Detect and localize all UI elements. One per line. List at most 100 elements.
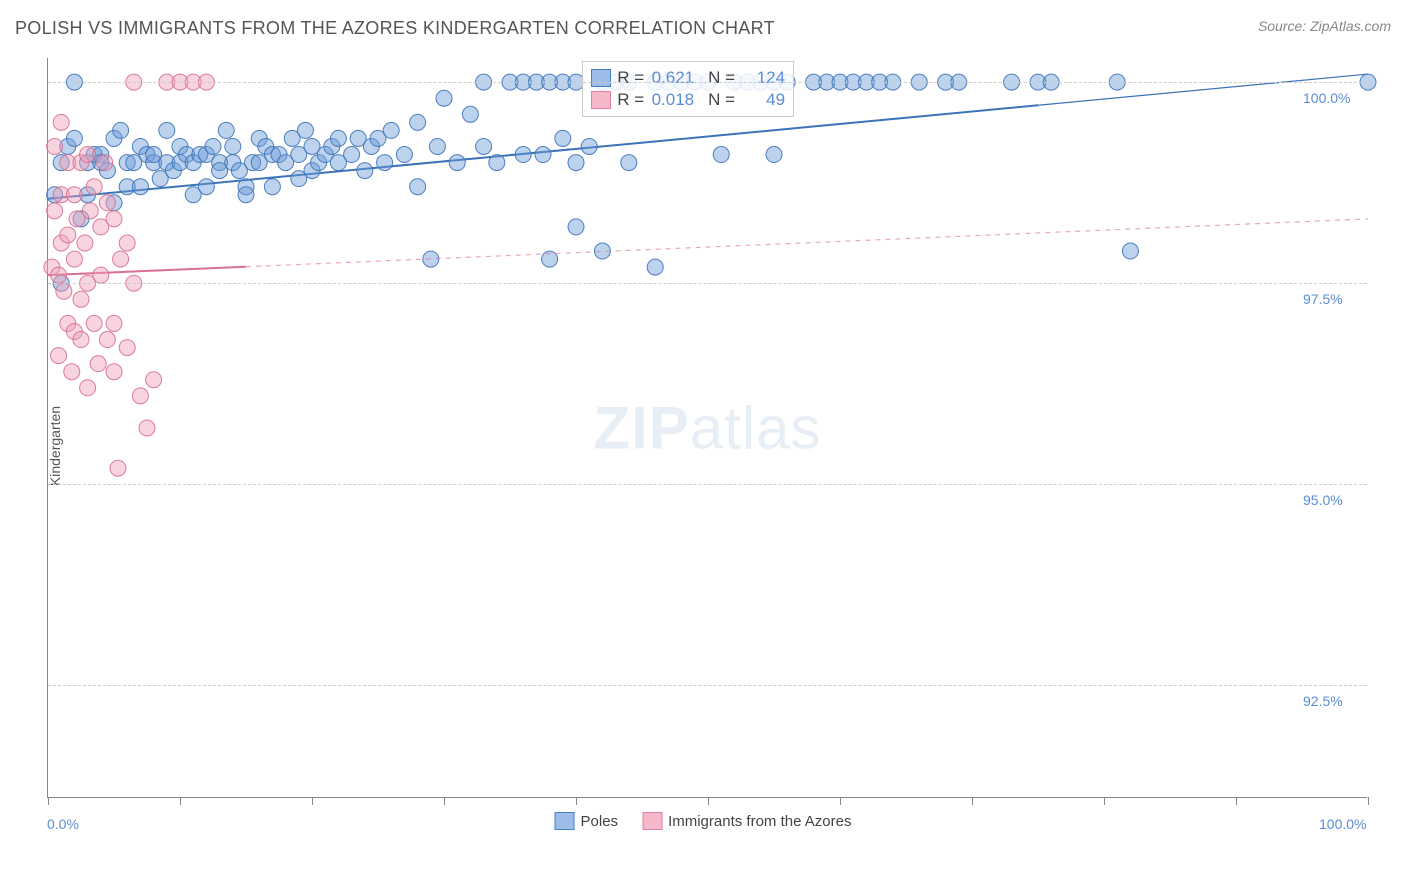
data-point [132,179,148,195]
ytick-label: 97.5% [1303,291,1373,307]
stat-r-value: 0.621 [650,68,694,88]
source-label: Source: ZipAtlas.com [1258,18,1391,34]
data-point [56,283,72,299]
xtick [708,797,709,805]
data-point [357,163,373,179]
stat-n-label: N = [708,90,735,110]
data-point [568,219,584,235]
data-point [515,147,531,163]
xtick [1236,797,1237,805]
data-point [53,114,69,130]
data-point [436,90,452,106]
data-point [198,179,214,195]
data-point [51,348,67,364]
data-point [132,388,148,404]
data-point [80,380,96,396]
data-point [51,267,67,283]
gridline-h [48,685,1367,686]
legend-swatch [591,69,611,87]
data-point [64,364,80,380]
data-point [77,235,93,251]
stats-legend: R =0.621N =124R =0.018N =49 [582,61,794,117]
data-point [97,155,113,171]
data-point [106,315,122,331]
xtick [444,797,445,805]
xtick-label: 100.0% [1319,816,1366,832]
data-point [297,122,313,138]
xtick [48,797,49,805]
data-point [1122,243,1138,259]
xtick [180,797,181,805]
data-point [119,235,135,251]
data-point [86,315,102,331]
legend-swatch [555,812,575,830]
stats-legend-row: R =0.018N =49 [591,90,785,110]
data-point [60,227,76,243]
stat-n-value: 49 [741,90,785,110]
data-point [93,267,109,283]
data-point [159,122,175,138]
data-point [647,259,663,275]
trend-line-solid [48,267,246,275]
data-point [410,114,426,130]
data-point [99,195,115,211]
data-point [476,138,492,154]
data-point [110,460,126,476]
data-point [119,340,135,356]
data-point [90,356,106,372]
data-point [396,147,412,163]
data-point [766,147,782,163]
data-point [264,179,280,195]
stats-legend-row: R =0.621N =124 [591,68,785,88]
xtick [1368,797,1369,805]
plot-area: ZIPatlas R =0.621N =124R =0.018N =49 92.… [47,58,1367,798]
gridline-h [48,82,1367,83]
data-point [330,130,346,146]
data-point [205,138,221,154]
data-point [47,138,63,154]
data-point [73,332,89,348]
ytick-label: 100.0% [1303,90,1373,106]
data-point [139,420,155,436]
data-point [73,291,89,307]
data-point [449,155,465,171]
trend-line-dashed [246,219,1368,267]
bottom-legend-item: Poles [555,812,619,830]
data-point [225,138,241,154]
bottom-legend: Poles Immigrants from the Azores [555,812,852,830]
data-point [82,203,98,219]
stat-r-label: R = [617,68,644,88]
data-point [218,122,234,138]
bottom-legend-item: Immigrants from the Azores [642,812,851,830]
data-point [66,251,82,267]
ytick-label: 92.5% [1303,693,1373,709]
data-point [106,364,122,380]
data-point [581,138,597,154]
data-point [535,147,551,163]
xtick-label: 0.0% [47,816,79,832]
data-point [113,122,129,138]
data-point [383,122,399,138]
stat-r-label: R = [617,90,644,110]
stat-n-value: 124 [741,68,785,88]
legend-swatch [642,812,662,830]
data-point [555,130,571,146]
data-point [106,211,122,227]
legend-label: Immigrants from the Azores [668,813,851,830]
data-point [462,106,478,122]
data-point [377,155,393,171]
data-point [47,203,63,219]
data-point [66,187,82,203]
data-point [621,155,637,171]
data-point [429,138,445,154]
data-point [238,187,254,203]
data-point [99,332,115,348]
data-point [66,130,82,146]
data-point [713,147,729,163]
xtick [972,797,973,805]
xtick [840,797,841,805]
xtick [576,797,577,805]
chart-title: POLISH VS IMMIGRANTS FROM THE AZORES KIN… [15,18,775,39]
legend-swatch [591,91,611,109]
data-point [489,155,505,171]
